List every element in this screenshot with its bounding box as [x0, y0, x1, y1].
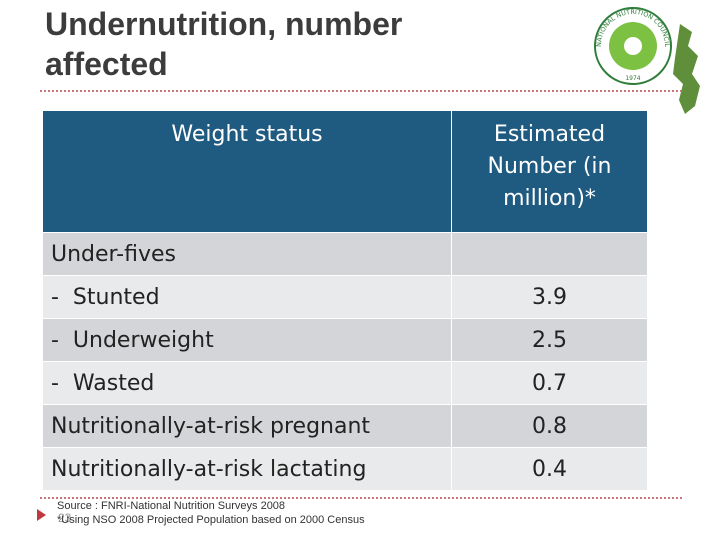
row-value: 2.5 [451, 318, 648, 362]
map-shape [673, 24, 700, 114]
row-value: 3.9 [451, 275, 648, 319]
footnote: *Using NSO 2008 Projected Population bas… [57, 514, 365, 526]
row-label: Under-fives [42, 232, 452, 276]
row-value: 0.8 [451, 404, 648, 448]
row-label: - Underweight [42, 318, 452, 362]
logo-year: 1974 [625, 75, 640, 82]
header-row: Weight status Estimated Number (in milli… [42, 110, 648, 233]
table: Weight status Estimated Number (in milli… [42, 110, 648, 491]
table-row: Nutritionally-at-risk lactating 0.4 [42, 447, 648, 491]
row-value [451, 232, 648, 276]
logo: NATIONAL NUTRITION COUNCIL 1974 [594, 7, 700, 114]
row-label: - Stunted [42, 275, 452, 319]
header-cell: Estimated Number (in million)* [451, 110, 648, 233]
table-body: Under-fives - Stunted 3.9- Underweight 2.5-… [42, 232, 648, 491]
table-row: - Stunted 3.9 [42, 275, 648, 319]
row-value: 0.4 [451, 447, 648, 491]
table-row: Nutritionally-at-risk pregnant 0.8 [42, 404, 648, 448]
row-value: 0.7 [451, 361, 648, 405]
table-row: - Wasted 0.7 [42, 361, 648, 405]
logo-center [624, 37, 642, 55]
row-label: Nutritionally-at-risk lactating [42, 447, 452, 491]
slide-number: 23 [58, 511, 72, 525]
bullet [37, 509, 46, 521]
divider [40, 497, 682, 499]
slide-title: Undernutrition, number affected [45, 6, 403, 82]
header-cell: Weight status [42, 110, 452, 233]
divider [40, 90, 682, 92]
table-row: Under-fives [42, 232, 648, 276]
footnote: Source : FNRI-National Nutrition Surveys… [57, 500, 286, 512]
row-label: Nutritionally-at-risk pregnant [42, 404, 452, 448]
table-row: - Underweight 2.5 [42, 318, 648, 362]
row-label: - Wasted [42, 361, 452, 405]
